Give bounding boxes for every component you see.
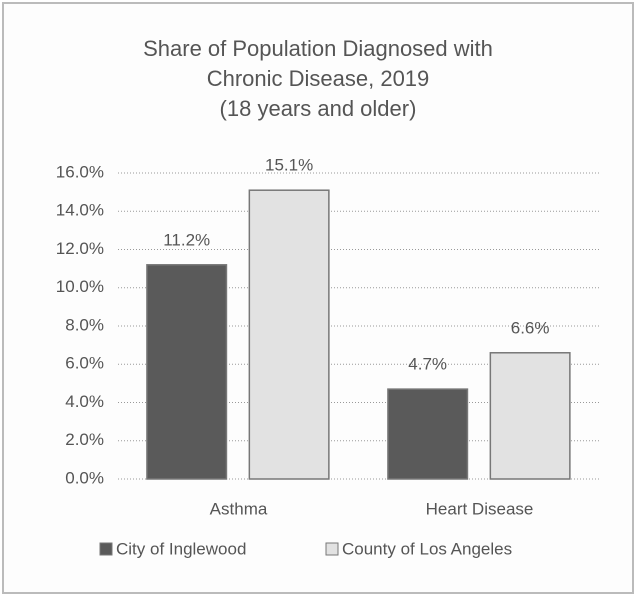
y-tick-label: 2.0% bbox=[65, 430, 104, 449]
y-tick-label: 12.0% bbox=[56, 239, 104, 258]
value-label: 4.7% bbox=[408, 355, 447, 374]
y-tick-label: 0.0% bbox=[65, 468, 104, 487]
legend-label: City of Inglewood bbox=[116, 539, 246, 558]
bar bbox=[489, 352, 571, 480]
y-tick-label: 8.0% bbox=[65, 315, 104, 334]
value-label: 11.2% bbox=[163, 230, 210, 249]
bar bbox=[248, 189, 330, 480]
value-label: 6.6% bbox=[511, 318, 550, 337]
x-tick-label: Asthma bbox=[210, 499, 268, 518]
chart-subtitle: (18 years and older) bbox=[219, 96, 417, 121]
chart-title: Share of Population Diagnosed with Chron… bbox=[143, 36, 493, 91]
y-tick-label: 6.0% bbox=[65, 354, 104, 373]
legend-label: County of Los Angeles bbox=[342, 539, 512, 558]
chart-title-block: Share of Population Diagnosed with Chron… bbox=[93, 34, 543, 124]
y-tick-label: 16.0% bbox=[56, 162, 104, 181]
y-tick-label: 14.0% bbox=[56, 201, 104, 220]
bar bbox=[387, 388, 469, 480]
value-label: 15.1% bbox=[265, 156, 313, 175]
bar bbox=[146, 264, 228, 480]
legend-swatch bbox=[325, 542, 339, 556]
x-tick-label: Heart Disease bbox=[426, 499, 534, 518]
y-tick-label: 10.0% bbox=[56, 277, 104, 296]
legend-swatch bbox=[99, 542, 113, 556]
y-tick-label: 4.0% bbox=[65, 392, 104, 411]
